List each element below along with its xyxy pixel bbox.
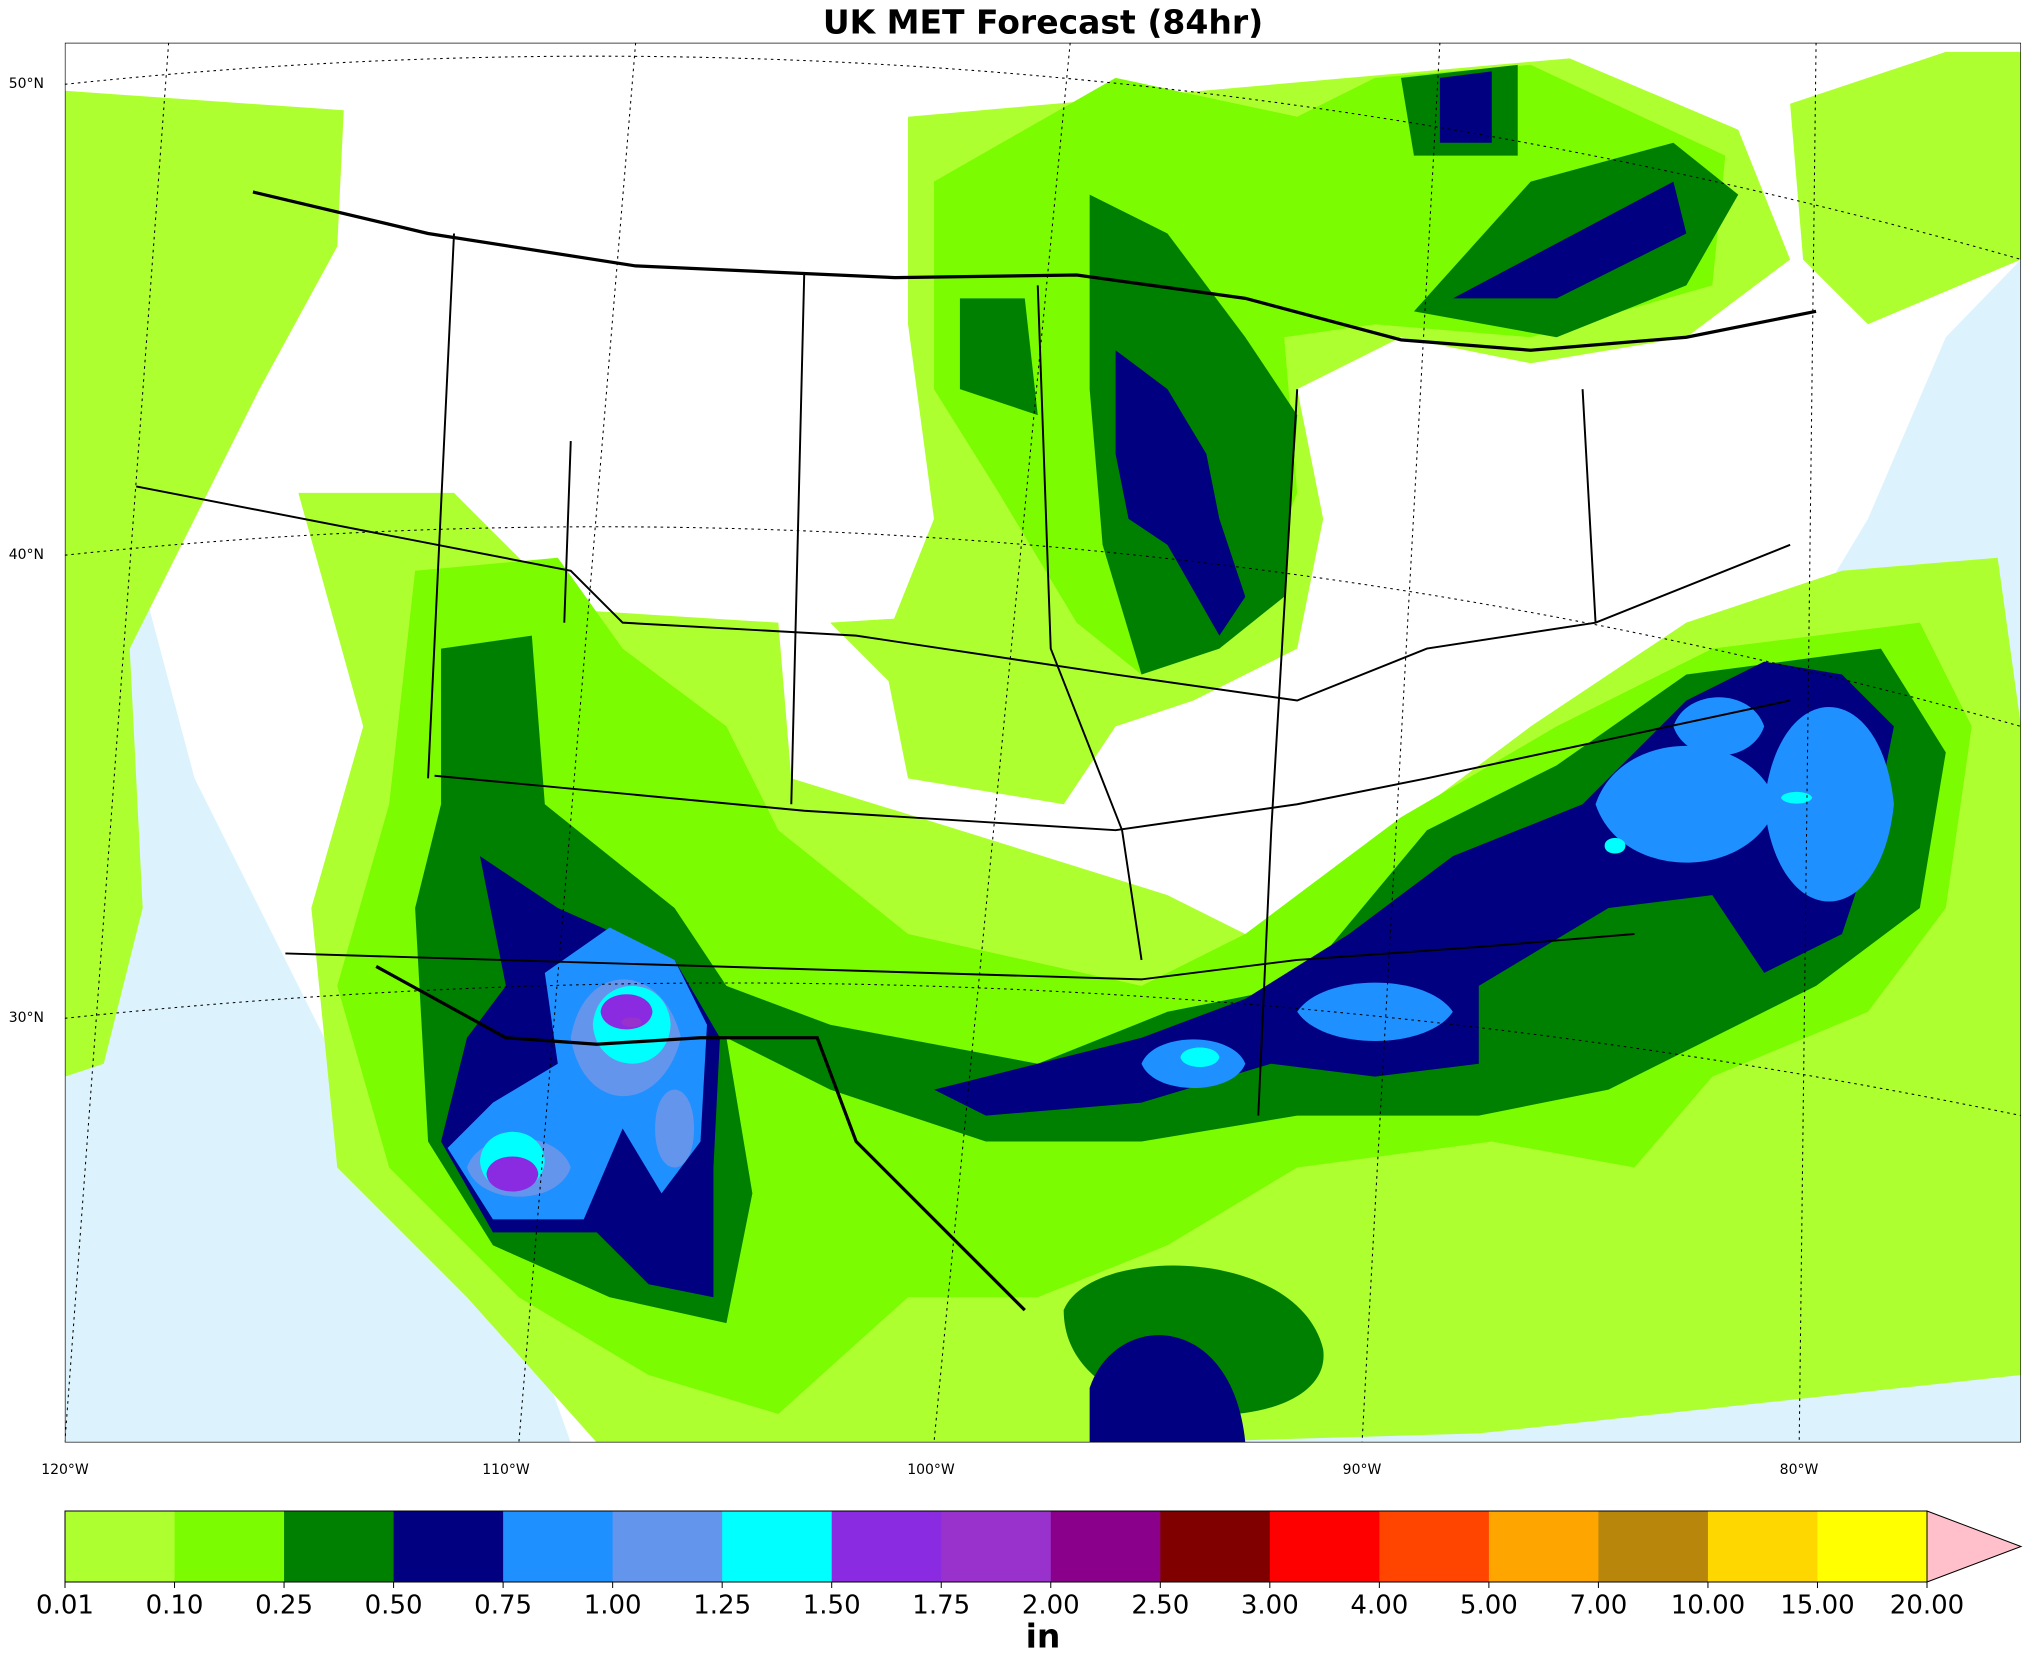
graticule bbox=[64, 55, 2022, 260]
colorbar-box bbox=[174, 1511, 285, 1582]
graticule bbox=[64, 42, 170, 1443]
colorbar-box bbox=[1160, 1511, 1271, 1582]
colorbar-tick-label: 1.25 bbox=[693, 1591, 751, 1621]
colorbar-tick-label: 0.25 bbox=[255, 1591, 313, 1621]
precip-area bbox=[1439, 71, 1492, 143]
colorbar-box bbox=[1817, 1511, 1928, 1582]
colorbar-tick-label: 3.00 bbox=[1241, 1591, 1299, 1621]
border bbox=[375, 964, 1026, 1312]
colorbar-tick-label: 0.50 bbox=[365, 1591, 423, 1621]
colorbar-box bbox=[393, 1511, 504, 1582]
precip-area bbox=[1790, 51, 2022, 325]
colorbar-box bbox=[831, 1511, 942, 1582]
colorbar-tick-label: 0.10 bbox=[146, 1591, 204, 1621]
colorbar-tick-label: 1.75 bbox=[912, 1591, 970, 1621]
colorbar-box bbox=[722, 1511, 833, 1582]
state-line bbox=[427, 233, 1143, 961]
colorbar-box bbox=[612, 1511, 723, 1582]
lon-label: 120°W bbox=[41, 1462, 89, 1478]
graticule bbox=[64, 982, 2022, 1117]
colorbar-tick-label: 5.00 bbox=[1460, 1591, 1518, 1621]
colorbar-box bbox=[1269, 1511, 1380, 1582]
graticule bbox=[933, 42, 1071, 1443]
colorbar-tick-label: 2.50 bbox=[1131, 1591, 1189, 1621]
graticule bbox=[1361, 42, 1441, 1443]
precip-area bbox=[621, 1017, 643, 1028]
precip-area bbox=[1604, 837, 1626, 854]
colorbar-box bbox=[65, 1511, 176, 1582]
title: UK MET Forecast (84hr) bbox=[823, 3, 1263, 42]
precip-area bbox=[1297, 982, 1453, 1041]
precip-area bbox=[1089, 1335, 1246, 1443]
state-line bbox=[1257, 389, 1597, 1116]
colorbar-box bbox=[1050, 1511, 1161, 1582]
colorbar-tick-label: 0.01 bbox=[36, 1591, 94, 1621]
precip-area bbox=[1595, 745, 1778, 863]
precip-area bbox=[486, 1156, 539, 1192]
colorbar-tick-label: 7.00 bbox=[1569, 1591, 1627, 1621]
colorbar-tick-label: 4.00 bbox=[1350, 1591, 1408, 1621]
lat-label: 50°N bbox=[9, 76, 44, 92]
colorbar-tick-label: 1.50 bbox=[803, 1591, 861, 1621]
precip-area bbox=[830, 609, 1064, 727]
precip-area bbox=[1781, 791, 1813, 804]
colorbar-box bbox=[503, 1511, 614, 1582]
state-line bbox=[434, 699, 1791, 832]
lat-label: 40°N bbox=[9, 547, 44, 563]
colorbar-box bbox=[1488, 1511, 1599, 1582]
lat-label: 30°N bbox=[9, 1010, 44, 1026]
precip-area bbox=[1452, 181, 1687, 299]
lon-label: 80°W bbox=[1780, 1462, 1819, 1478]
colorbar-label: in bbox=[1026, 1617, 1061, 1656]
colorbar-frame bbox=[64, 1510, 1928, 1583]
lon-label: 100°W bbox=[907, 1462, 955, 1478]
colorbar-tick-label: 15.00 bbox=[1780, 1591, 1854, 1621]
precip-area bbox=[415, 635, 1946, 1324]
map-body bbox=[64, 42, 2022, 1443]
colorbar-tick-label: 2.00 bbox=[1022, 1591, 1080, 1621]
colorbar-tick-label: 0.75 bbox=[474, 1591, 532, 1621]
precip-area bbox=[64, 90, 344, 1077]
precip-area bbox=[1764, 706, 1894, 902]
colorbar-box bbox=[941, 1511, 1052, 1582]
state-line bbox=[285, 933, 1635, 981]
precip-area bbox=[655, 1089, 694, 1168]
precip-area bbox=[1180, 1047, 1220, 1067]
colorbar-box bbox=[1598, 1511, 1709, 1582]
state-line bbox=[136, 485, 1791, 702]
map bbox=[64, 42, 2022, 1443]
colorbar-tick-label: 10.00 bbox=[1671, 1591, 1745, 1621]
colorbar-tick-label: 1.00 bbox=[584, 1591, 642, 1621]
colorbar-box bbox=[1707, 1511, 1818, 1582]
colorbar-tick-label: 20.00 bbox=[1890, 1591, 1964, 1621]
colorbar-extend bbox=[1926, 1510, 2023, 1583]
graticule bbox=[64, 526, 2022, 727]
graticule bbox=[518, 42, 637, 1443]
lon-label: 110°W bbox=[482, 1462, 530, 1478]
colorbar-box bbox=[284, 1511, 395, 1582]
colorbar-box bbox=[1379, 1511, 1490, 1582]
precip-area bbox=[959, 298, 1038, 416]
lon-label: 90°W bbox=[1343, 1462, 1382, 1478]
border bbox=[252, 190, 1817, 352]
